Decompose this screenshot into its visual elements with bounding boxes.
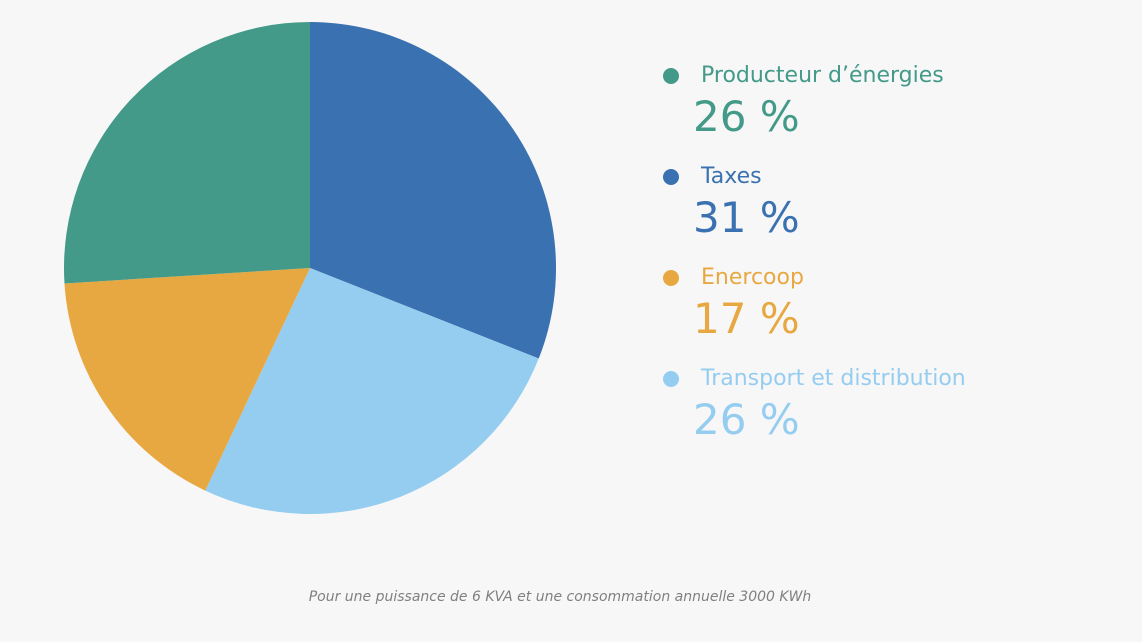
slice-taxes	[310, 22, 556, 359]
legend-label-enercoop: Enercoop	[701, 265, 804, 290]
footnote: Pour une puissance de 6 KVA et une conso…	[308, 589, 812, 605]
legend-value-transport: 26 %	[693, 395, 800, 444]
legend-value-taxes: 31 %	[693, 193, 800, 242]
legend-label-taxes: Taxes	[701, 164, 762, 189]
legend-item-producteur: Producteur d’énergies 26 %	[663, 60, 1123, 161]
legend-value-producteur: 26 %	[693, 92, 800, 141]
legend-value-enercoop: 17 %	[693, 294, 800, 343]
slice-producteur	[64, 22, 310, 284]
legend-dot-producteur	[663, 68, 679, 84]
pie-chart	[64, 22, 556, 514]
legend-item-transport: Transport et distribution 26 %	[663, 363, 1123, 464]
legend-item-enercoop: Enercoop 17 %	[663, 262, 1123, 363]
legend-label-producteur: Producteur d’énergies	[701, 63, 944, 88]
legend-label-transport: Transport et distribution	[701, 366, 966, 391]
legend-dot-taxes	[663, 169, 679, 185]
legend-item-taxes: Taxes 31 %	[663, 161, 1123, 262]
slice-enercoop	[64, 268, 310, 491]
legend: Producteur d’énergies 26 % Taxes 31 % En…	[663, 60, 1123, 464]
legend-dot-enercoop	[663, 270, 679, 286]
legend-dot-transport	[663, 371, 679, 387]
slice-transport	[205, 268, 539, 514]
